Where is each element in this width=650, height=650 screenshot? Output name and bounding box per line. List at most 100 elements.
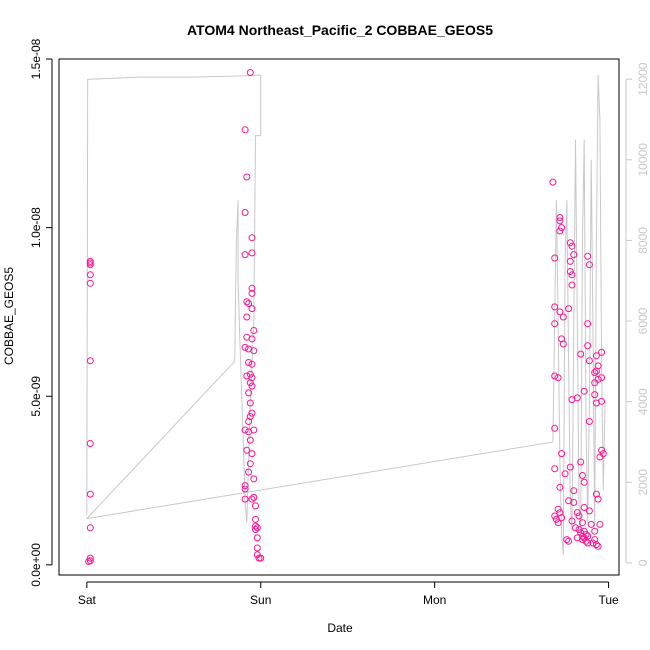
data-point	[568, 281, 576, 289]
data-point	[580, 478, 588, 486]
data-point	[86, 279, 94, 287]
data-point	[579, 536, 586, 544]
data-point	[591, 369, 599, 377]
data-point	[559, 340, 567, 348]
right-tick-label: 4000	[636, 388, 650, 415]
data-point	[591, 527, 599, 535]
data-point	[252, 522, 259, 530]
data-point	[575, 512, 583, 520]
x-tick-label: Tue	[598, 593, 619, 607]
data-point	[594, 542, 602, 550]
data-point	[563, 536, 571, 544]
y-tick-label: 5.0e-09	[29, 376, 43, 417]
data-point	[250, 347, 258, 355]
data-point	[252, 515, 259, 523]
data-point	[241, 251, 249, 259]
data-point	[584, 320, 592, 328]
data-point	[248, 284, 256, 292]
data-point	[253, 534, 261, 542]
data-point	[580, 534, 588, 542]
data-point	[551, 303, 559, 311]
data-point	[246, 460, 254, 468]
data-point	[584, 342, 592, 350]
data-point	[579, 472, 586, 479]
data-point	[549, 178, 557, 186]
plot-area-frame	[58, 58, 620, 576]
data-point	[246, 370, 254, 378]
data-point	[253, 524, 261, 532]
data-point	[573, 394, 581, 402]
right-tick-label: 0	[636, 559, 650, 566]
data-point	[241, 482, 249, 490]
data-point	[596, 520, 604, 528]
y-tick-label: 1.0e-08	[29, 207, 43, 248]
data-point	[591, 391, 599, 399]
data-point	[551, 424, 559, 432]
data-point	[86, 440, 94, 447]
data-point	[246, 399, 254, 407]
data-point	[243, 446, 251, 454]
data-point	[598, 446, 606, 454]
data-point	[566, 257, 574, 265]
data-point	[551, 512, 559, 520]
right-tick-label: 8000	[636, 227, 650, 254]
altitude-line-layer	[85, 74, 606, 555]
data-point	[580, 527, 588, 535]
data-point	[556, 483, 564, 491]
data-point	[551, 372, 559, 380]
data-point	[559, 313, 567, 321]
data-point	[570, 499, 578, 506]
data-point	[245, 359, 253, 366]
right-tick-label: 12000	[636, 62, 650, 96]
data-point	[585, 261, 593, 269]
data-points-layer	[85, 69, 607, 565]
x-axis-label: Date	[327, 621, 353, 635]
data-point	[253, 544, 261, 552]
data-point	[86, 490, 94, 498]
data-point	[250, 327, 258, 334]
data-point	[572, 524, 579, 532]
data-point	[243, 298, 251, 306]
data-point	[241, 485, 249, 493]
data-point	[577, 350, 585, 358]
data-point	[554, 505, 562, 513]
data-point	[585, 357, 593, 365]
data-point	[250, 426, 258, 434]
data-point	[558, 514, 566, 522]
data-point	[592, 367, 600, 375]
data-point	[85, 558, 93, 565]
data-point	[568, 242, 576, 250]
data-point	[86, 524, 94, 532]
data-point	[573, 509, 581, 517]
data-point	[554, 374, 562, 382]
data-point	[591, 536, 599, 544]
data-point	[248, 382, 256, 390]
data-point	[554, 519, 562, 527]
data-point	[598, 374, 606, 382]
altitude-line	[85, 74, 606, 555]
data-point	[241, 209, 249, 216]
y-tick-label: 1.5e-08	[29, 38, 43, 79]
data-point	[589, 539, 597, 547]
data-point	[568, 517, 576, 525]
data-point	[248, 234, 256, 242]
data-point	[250, 475, 258, 483]
data-point	[556, 308, 564, 316]
data-point	[248, 360, 256, 368]
data-point	[248, 249, 256, 257]
data-point	[86, 554, 94, 562]
y-axis-label: COBBAE_GEOS5	[2, 267, 16, 365]
data-point	[243, 173, 251, 181]
data-point	[566, 463, 574, 471]
data-point	[598, 348, 606, 356]
chart-title: ATOM4 Northeast_Pacific_2 COBBAE_GEOS5	[187, 22, 493, 38]
data-point	[86, 257, 94, 265]
data-point	[248, 305, 256, 313]
x-tick-label: Mon	[423, 593, 446, 607]
x-axis: Sat Sun Mon Tue	[78, 581, 619, 607]
data-point	[243, 313, 251, 321]
data-point	[566, 239, 574, 247]
data-point	[246, 413, 254, 420]
data-point	[580, 504, 588, 511]
